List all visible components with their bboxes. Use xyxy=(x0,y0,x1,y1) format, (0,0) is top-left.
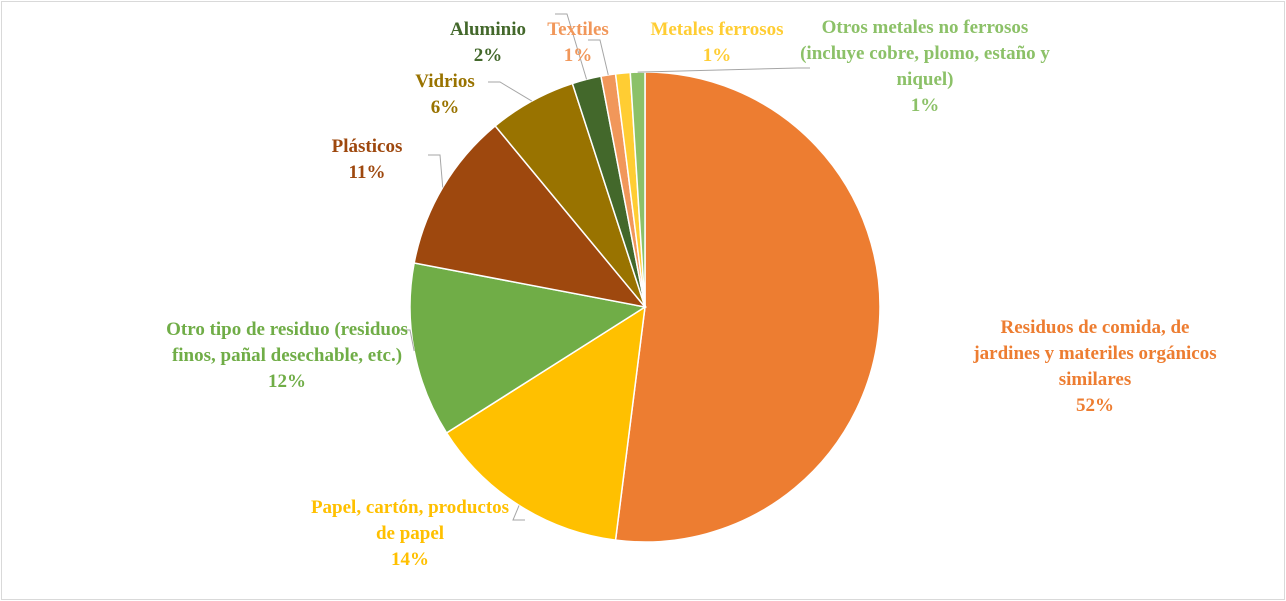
category-label: Textiles xyxy=(547,19,609,40)
pie-slice xyxy=(445,305,646,541)
category-label: Residuos de comida, de jardines y materi… xyxy=(973,317,1217,390)
leader-line xyxy=(488,81,533,102)
pie-slice xyxy=(614,71,881,543)
data-label: Metales ferrosos 1% xyxy=(632,17,802,69)
data-label: Vidrios 6% xyxy=(395,69,495,121)
category-label: Plásticos xyxy=(331,136,403,157)
percent-label: 11% xyxy=(348,162,386,183)
data-label: Residuos de comida, de jardines y materi… xyxy=(965,315,1225,419)
category-label: Otro tipo de residuo (residuos finos, pa… xyxy=(166,319,408,366)
leader-line xyxy=(512,505,525,521)
percent-label: 2% xyxy=(473,45,503,66)
leader-line xyxy=(428,154,444,188)
pie-slice xyxy=(413,124,647,309)
category-label: Papel, cartón, productos de papel xyxy=(310,497,510,544)
percent-label: 12% xyxy=(268,371,306,392)
data-label: Otros metales no ferrosos (incluye cobre… xyxy=(800,15,1050,119)
leader-line xyxy=(588,39,609,76)
category-label: Metales ferrosos xyxy=(650,19,784,40)
data-label: Aluminio 2% xyxy=(433,17,543,69)
percent-label: 6% xyxy=(430,97,460,118)
data-label: Textiles 1% xyxy=(533,17,623,69)
leader-line xyxy=(637,67,810,73)
percent-label: 52% xyxy=(1076,395,1114,416)
data-label: Papel, cartón, productos de papel 14% xyxy=(300,495,520,573)
category-label: Vidrios xyxy=(415,71,475,92)
percent-label: 1% xyxy=(563,45,593,66)
category-label: Otros metales no ferrosos (incluye cobre… xyxy=(800,17,1050,90)
leader-line xyxy=(398,329,415,352)
data-label: Otro tipo de residuo (residuos finos, pa… xyxy=(162,317,412,395)
percent-label: 1% xyxy=(702,45,732,66)
percent-label: 14% xyxy=(391,549,429,570)
percent-label: 1% xyxy=(910,95,940,116)
category-label: Aluminio xyxy=(449,19,527,40)
leader-line xyxy=(555,13,588,80)
data-label: Plásticos 11% xyxy=(287,134,447,186)
